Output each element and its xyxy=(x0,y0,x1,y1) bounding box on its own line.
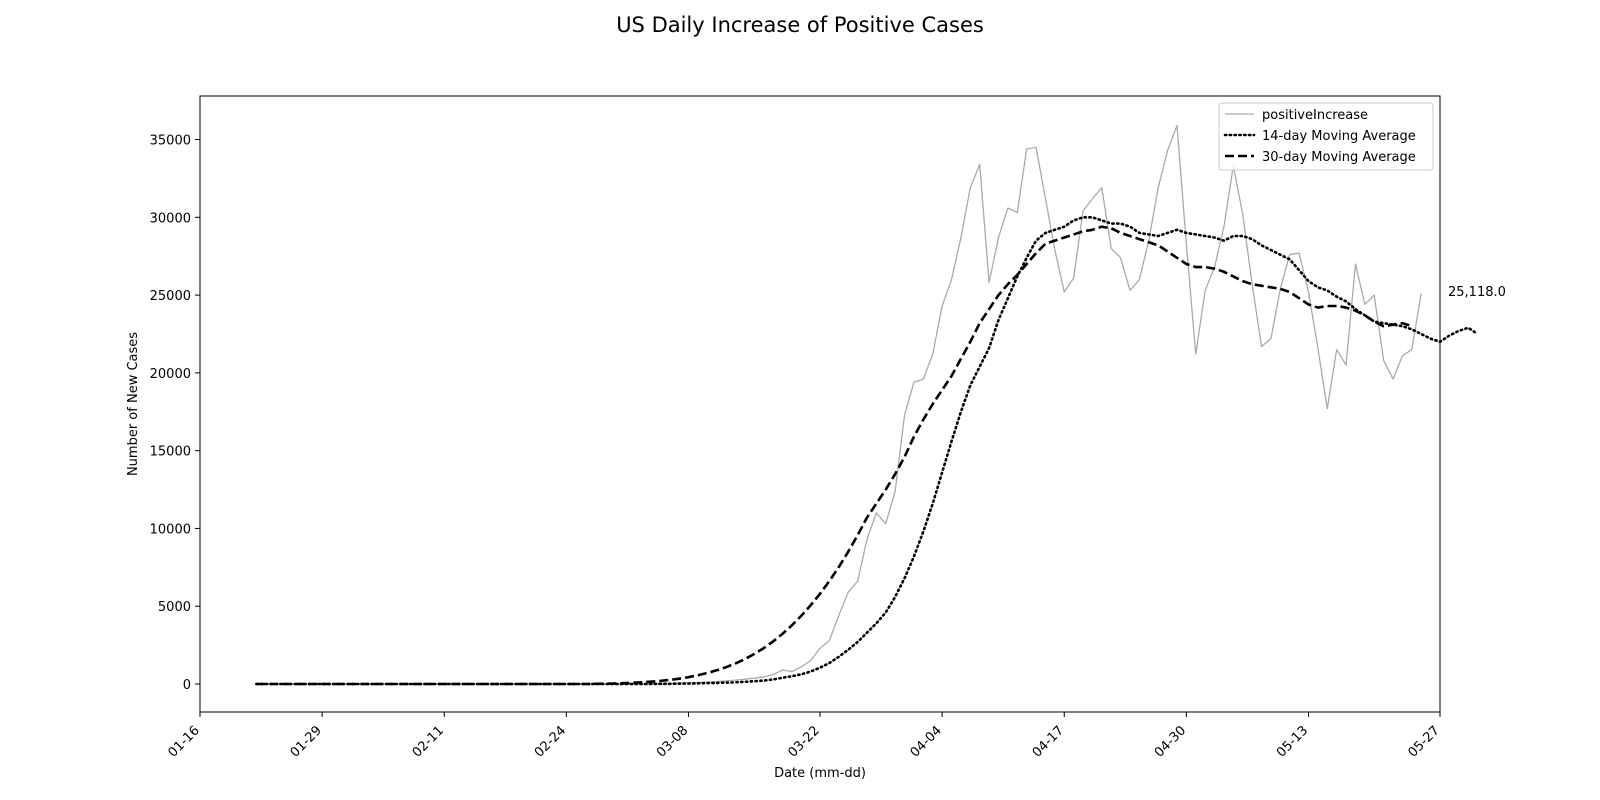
chart-title: US Daily Increase of Positive Cases xyxy=(616,13,984,37)
x-tick-label: 02-24 xyxy=(532,723,569,760)
x-axis-label: Date (mm-dd) xyxy=(774,766,866,781)
end-value-annotation: 25,118.0 xyxy=(1448,285,1506,300)
x-tick-label: 01-16 xyxy=(166,723,203,760)
y-tick-label: 30000 xyxy=(150,211,191,226)
x-tick-label: 04-17 xyxy=(1030,723,1067,760)
x-tick-label: 04-04 xyxy=(908,723,945,760)
y-axis: 0 5000 10000 15000 20000 25000 30000 35000 xyxy=(150,134,200,693)
legend: positiveIncrease 14-day Moving Average 3… xyxy=(1218,102,1434,171)
y-tick-label: 20000 xyxy=(150,367,191,382)
x-tick-label: 03-08 xyxy=(654,723,691,760)
legend-label-14day: 14-day Moving Average xyxy=(1262,129,1416,144)
y-tick-label: 35000 xyxy=(150,134,191,149)
y-tick-label: 10000 xyxy=(150,522,191,537)
legend-label-positive-increase: positiveIncrease xyxy=(1262,108,1368,123)
y-axis-label: Number of New Cases xyxy=(126,332,141,476)
x-tick-label: 04-30 xyxy=(1152,723,1189,760)
y-tick-label: 0 xyxy=(183,678,191,693)
legend-label-30day: 30-day Moving Average xyxy=(1262,150,1416,165)
series-line-positiveincrease xyxy=(256,124,1422,685)
x-tick-label: 05-13 xyxy=(1274,723,1311,760)
x-tick-label: 03-22 xyxy=(786,723,823,760)
x-tick-label: 05-27 xyxy=(1406,723,1443,760)
x-axis: 01-16 01-29 02-11 02-24 03-08 03-22 04-04 04-17… xyxy=(166,712,1443,761)
plot-frame xyxy=(199,95,1441,713)
y-tick-label: 15000 xyxy=(150,445,191,460)
legend-box xyxy=(1218,102,1434,171)
x-tick-label: 01-29 xyxy=(288,723,325,760)
series-layer xyxy=(255,124,1479,686)
y-tick-label: 25000 xyxy=(150,289,191,304)
x-tick-label: 02-11 xyxy=(410,723,447,760)
y-tick-label: 5000 xyxy=(158,600,191,615)
series-line-14-day-moving-average xyxy=(255,216,1479,686)
series-line-30-day-moving-average xyxy=(256,225,1413,686)
